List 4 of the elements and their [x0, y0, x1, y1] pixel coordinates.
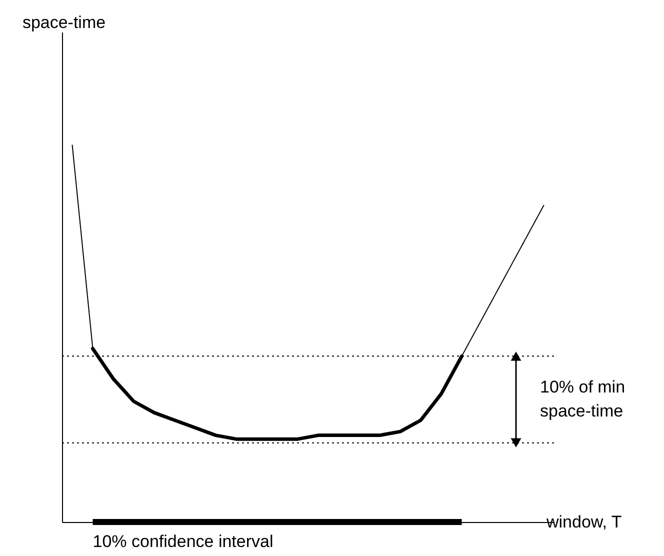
- annotation: 10% of min space-time: [540, 378, 626, 420]
- text: space-time: [22, 13, 106, 32]
- x-axis-title: window, T: [546, 512, 622, 532]
- text: 10% confidence interval: [92, 532, 274, 551]
